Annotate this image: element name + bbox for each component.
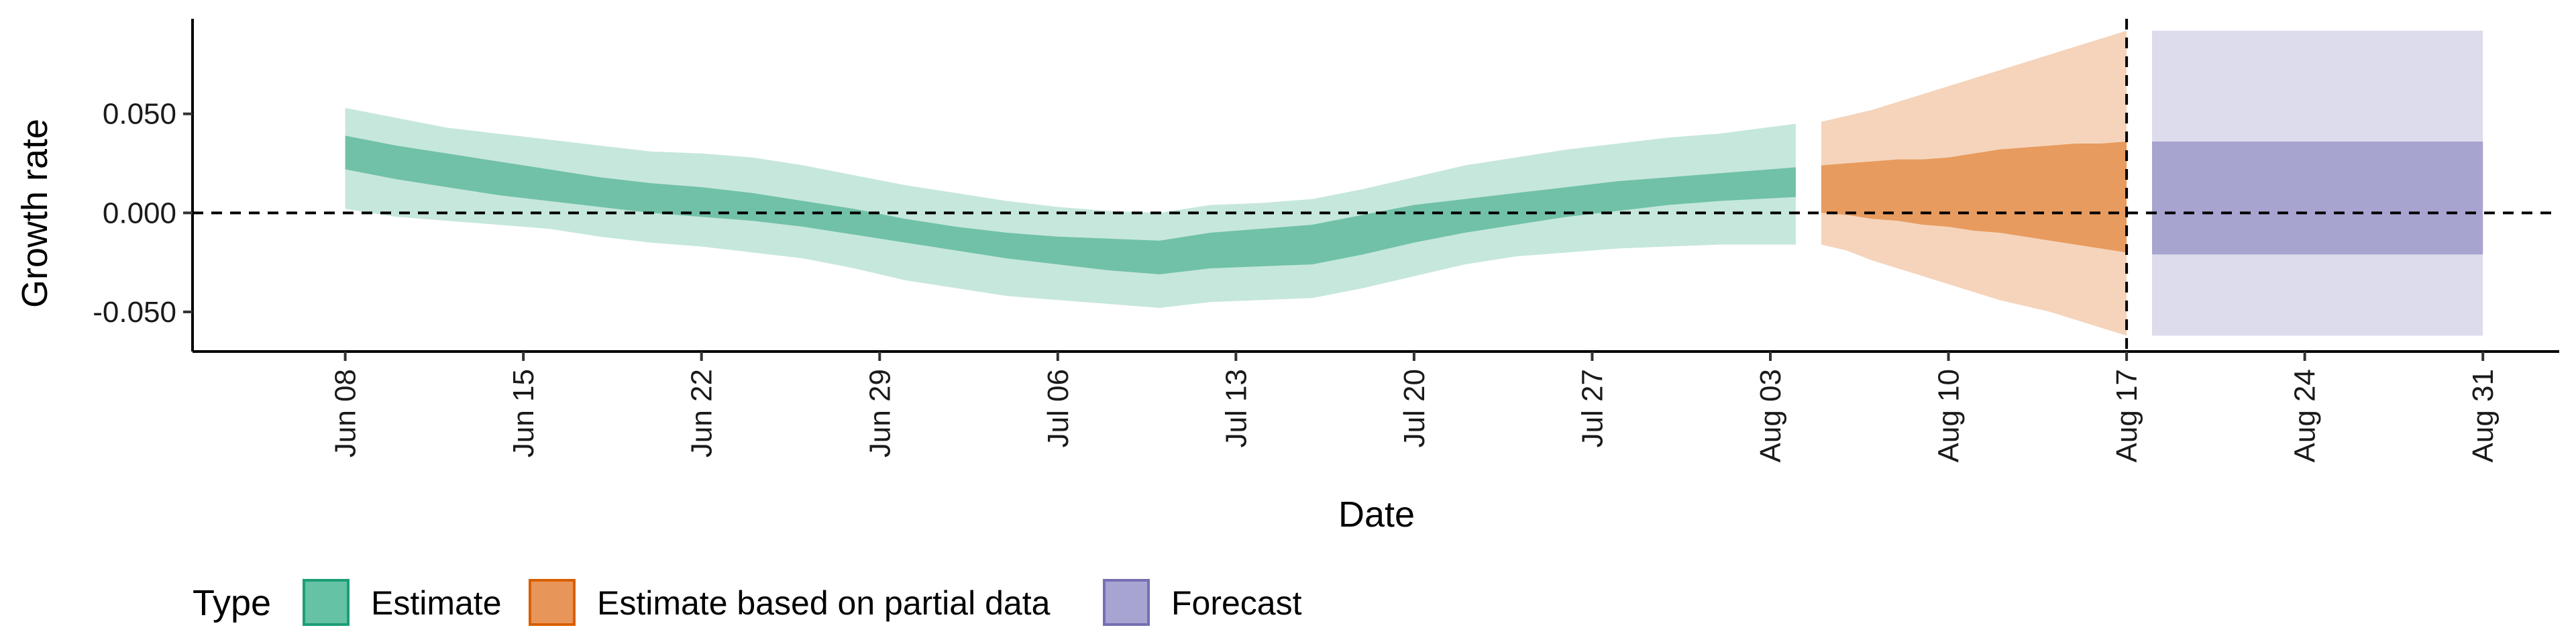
x-tick-label: Jul 27 (1576, 369, 1609, 447)
x-tick-label: Jul 20 (1398, 369, 1431, 447)
inner-ribbon-forecast (2152, 142, 2483, 255)
series-estimate-based-on-partial-data (1821, 30, 2127, 336)
x-tick-label: Aug 10 (1933, 369, 1966, 462)
legend-label: Estimate based on partial data (597, 584, 1051, 622)
x-tick-label: Aug 31 (2467, 369, 2500, 462)
y-tick-label: 0.050 (103, 98, 176, 131)
x-tick-label: Aug 03 (1754, 369, 1787, 462)
legend-swatch (303, 579, 350, 626)
x-tick-label: Aug 24 (2289, 369, 2322, 462)
series-estimate (345, 107, 1796, 308)
x-tick-label: Jun 29 (863, 369, 896, 458)
x-tick-label: Jul 13 (1220, 369, 1252, 447)
legend-label: Forecast (1171, 584, 1302, 622)
x-tick-label: Jul 06 (1042, 369, 1075, 447)
x-tick-label: Aug 17 (2110, 369, 2143, 462)
x-tick-label: Jun 22 (686, 369, 718, 458)
x-tick-label: Jun 15 (507, 369, 540, 458)
axes: -0.050 0.000 0.050 Jun 08 Jun 15 Jun 22 Jun 29… (93, 19, 2559, 462)
legend-swatch (1103, 579, 1150, 626)
series-forecast (2152, 30, 2483, 336)
inner-ribbon-estimate-based-on-partial-data (1821, 142, 2127, 253)
reference-lines (193, 19, 2559, 352)
legend-item-forecast: Forecast (1103, 579, 1302, 626)
outer-ribbon-estimate (345, 107, 1796, 308)
y-axis-title: Growth rate (15, 119, 55, 308)
legend-label: Estimate (371, 584, 502, 622)
ribbon-layer (345, 30, 2483, 336)
x-axis-title: Date (1338, 494, 1415, 535)
y-tick-label: -0.050 (93, 296, 176, 329)
x-tick-label: Jun 08 (329, 369, 362, 458)
legend-swatch (529, 579, 576, 626)
legend-item-estimate-based-on-partial-data: Estimate based on partial data (529, 579, 1051, 626)
y-tick-label: 0.000 (103, 197, 176, 229)
legend: Type Estimate Estimate based on partial d… (193, 579, 1302, 626)
inner-ribbon-estimate (345, 136, 1796, 274)
legend-item-estimate: Estimate (303, 579, 502, 626)
legend-title: Type (193, 583, 271, 623)
